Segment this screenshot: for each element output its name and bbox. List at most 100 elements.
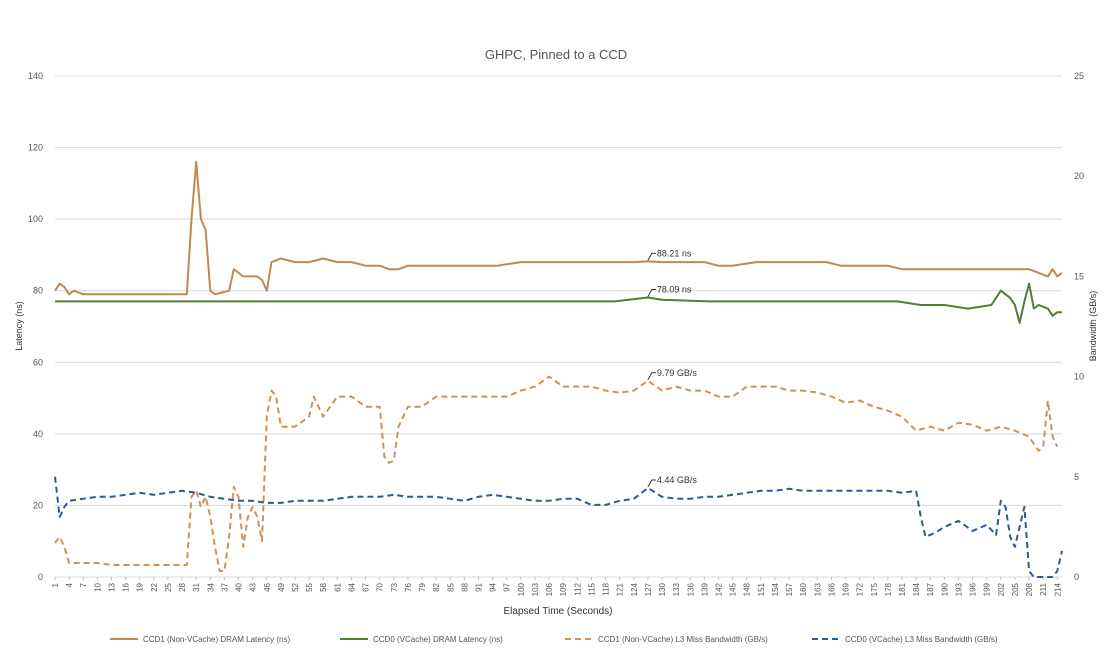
- x-tick-label: 31: [192, 582, 201, 591]
- x-tick-label: 115: [587, 582, 596, 595]
- x-tick-label: 34: [206, 582, 215, 591]
- series-ccd1-bandwidth-line: [54, 375, 1059, 572]
- x-tick-label: 58: [319, 582, 328, 591]
- x-tick-label: 148: [743, 582, 752, 596]
- x-tick-label: 16: [122, 582, 131, 591]
- y2-tick-label: 10: [1074, 372, 1084, 382]
- x-tick-label: 106: [545, 582, 554, 596]
- x-tick-label: 142: [714, 582, 723, 596]
- x-tick-label: 166: [827, 582, 836, 596]
- x-tick-label: 133: [672, 582, 681, 596]
- x-tick-label: 52: [291, 582, 300, 591]
- x-tick-label: 136: [686, 582, 695, 596]
- x-tick-label: 112: [573, 582, 582, 595]
- x-tick-label: 97: [503, 582, 512, 591]
- series-ccd0-bandwidth-line: [54, 476, 1063, 578]
- x-tick-label: 109: [559, 582, 568, 596]
- y-tick-label: 60: [33, 357, 43, 367]
- x-tick-label: 28: [178, 582, 187, 591]
- y-tick-label: 20: [33, 500, 43, 510]
- x-tick-label: 91: [475, 582, 484, 591]
- x-tick-label: 4: [65, 582, 74, 587]
- x-tick-label: 19: [136, 582, 145, 591]
- data-label: 78.09 ns: [657, 285, 692, 295]
- x-tick-label: 139: [700, 582, 709, 596]
- x-tick-label: 64: [347, 582, 356, 591]
- y2-tick-label: 15: [1074, 271, 1084, 281]
- x-tick-label: 199: [983, 582, 992, 596]
- chart-title: GHPC, Pinned to a CCD: [485, 47, 627, 62]
- x-tick-label: 151: [757, 582, 766, 596]
- grid-lines: [55, 75, 1062, 578]
- y2-tick-label: 25: [1074, 71, 1084, 81]
- annotation-leader: [647, 372, 656, 381]
- x-tick-label: 208: [1025, 582, 1034, 596]
- x-tick-label: 37: [220, 582, 229, 591]
- x-tick-label: 40: [235, 582, 244, 591]
- legend-entry-label: CCD1 (Non-VCache) DRAM Latency (ns): [143, 635, 290, 644]
- x-tick-label: 190: [940, 582, 949, 596]
- series-lines: [54, 160, 1063, 578]
- x-tick-label: 205: [1011, 582, 1020, 596]
- x-tick-label: 67: [362, 582, 371, 591]
- x-tick-label: 184: [912, 582, 921, 596]
- x-tick-label: 103: [531, 582, 540, 596]
- x-tick-label: 196: [969, 582, 978, 596]
- x-tick-label: 211: [1039, 582, 1048, 595]
- x-tick-label: 214: [1053, 582, 1062, 596]
- x-tick-label: 187: [926, 582, 935, 596]
- x-tick-label: 70: [376, 582, 385, 591]
- left-axis-ticks: 0 20 40 60 80 100 120 140: [28, 71, 43, 582]
- x-tick-label: 157: [785, 582, 794, 596]
- x-tick-label: 202: [997, 582, 1006, 596]
- y2-tick-label: 0: [1074, 572, 1079, 582]
- legend-entry-label: CCD0 (VCache) DRAM Latency (ns): [373, 635, 503, 644]
- x-tick-label: 10: [93, 582, 102, 591]
- annotation-leader: [647, 289, 656, 297]
- y-tick-label: 120: [28, 143, 43, 153]
- x-tick-label: 181: [898, 582, 907, 596]
- annotation-leader: [647, 252, 656, 261]
- x-tick-label: 1: [51, 582, 60, 587]
- x-tick-label: 175: [870, 582, 879, 596]
- x-tick-label: 55: [305, 582, 314, 591]
- x-tick-label: 7: [79, 582, 88, 587]
- x-tick-label: 82: [432, 582, 441, 591]
- x-axis-label: Elapsed Time (Seconds): [504, 606, 613, 617]
- annotation-leader: [647, 479, 656, 488]
- x-tick-label: 118: [602, 582, 611, 595]
- y2-tick-label: 5: [1074, 472, 1079, 482]
- series-ccd1-latency-line: [54, 160, 1063, 296]
- x-tick-label: 160: [799, 582, 808, 596]
- x-tick-label: 46: [263, 582, 272, 591]
- data-annotations: 88.21 ns 78.09 ns 9.79 GB/s 4.44 GB/s: [647, 248, 698, 488]
- x-tick-label: 61: [333, 582, 342, 591]
- x-tick-label: 154: [771, 582, 780, 596]
- x-tick-label: 85: [446, 582, 455, 591]
- x-tick-label: 49: [277, 582, 286, 591]
- series-ccd0-latency-line: [55, 282, 1062, 324]
- x-tick-label: 94: [489, 582, 498, 591]
- x-tick-label: 76: [404, 582, 413, 591]
- y2-axis-label: Bandwidth (GB/s): [1088, 291, 1098, 362]
- x-tick-label: 73: [390, 582, 399, 591]
- x-tick-label: 13: [107, 582, 116, 591]
- x-tick-label: 100: [517, 582, 526, 596]
- y-tick-label: 80: [33, 286, 43, 296]
- x-tick-label: 43: [249, 582, 258, 591]
- y-axis-label: Latency (ns): [14, 301, 24, 351]
- x-tick-label: 121: [616, 582, 625, 596]
- legend-entry-label: CCD1 (Non-VCache) L3 Miss Bandwidth (GB/…: [598, 635, 768, 644]
- y-tick-label: 0: [38, 572, 43, 582]
- x-tick-label: 88: [460, 582, 469, 591]
- x-tick-label: 145: [729, 582, 738, 596]
- x-tick-label: 169: [842, 582, 851, 596]
- data-label: 4.44 GB/s: [657, 475, 698, 485]
- x-tick-label: 178: [884, 582, 893, 596]
- legend-entry-label: CCD0 (VCache) L3 Miss Bandwidth (GB/s): [845, 635, 998, 644]
- x-tick-label: 193: [954, 582, 963, 596]
- y-tick-label: 100: [28, 214, 43, 224]
- x-tick-label: 79: [418, 582, 427, 591]
